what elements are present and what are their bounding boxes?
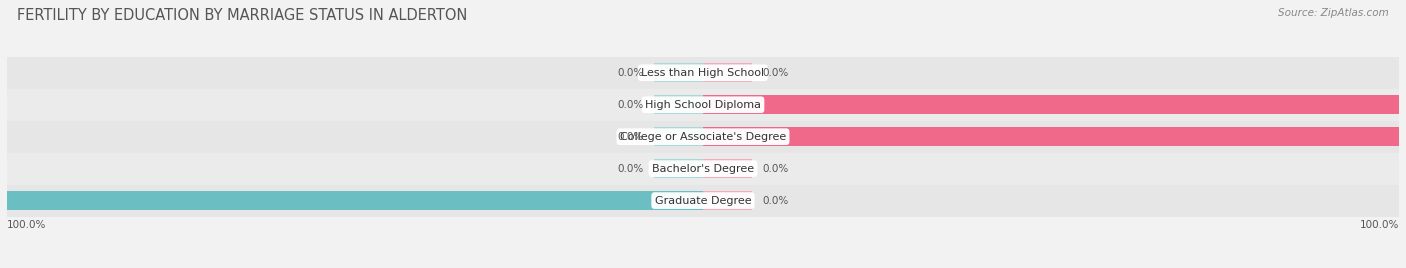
Text: 0.0%: 0.0% <box>762 164 789 174</box>
Bar <box>654 127 703 146</box>
Text: College or Associate's Degree: College or Associate's Degree <box>620 132 786 142</box>
Text: 0.0%: 0.0% <box>617 100 644 110</box>
Text: 0.0%: 0.0% <box>762 196 789 206</box>
Bar <box>7 121 1399 153</box>
Text: Bachelor's Degree: Bachelor's Degree <box>652 164 754 174</box>
Text: 0.0%: 0.0% <box>617 68 644 78</box>
Bar <box>654 159 703 178</box>
Text: 0.0%: 0.0% <box>617 132 644 142</box>
Text: 0.0%: 0.0% <box>617 164 644 174</box>
Text: 100.0%: 100.0% <box>7 220 46 230</box>
Bar <box>654 63 703 82</box>
Bar <box>7 89 1399 121</box>
Bar <box>703 127 1399 146</box>
Bar <box>7 57 1399 89</box>
Text: FERTILITY BY EDUCATION BY MARRIAGE STATUS IN ALDERTON: FERTILITY BY EDUCATION BY MARRIAGE STATU… <box>17 8 467 23</box>
Bar <box>7 185 1399 217</box>
Bar <box>703 63 752 82</box>
Bar <box>7 191 703 210</box>
Bar <box>703 159 752 178</box>
Bar <box>703 95 1399 114</box>
Text: 100.0%: 100.0% <box>1360 220 1399 230</box>
Text: High School Diploma: High School Diploma <box>645 100 761 110</box>
Text: Graduate Degree: Graduate Degree <box>655 196 751 206</box>
Text: 0.0%: 0.0% <box>762 68 789 78</box>
Text: Less than High School: Less than High School <box>641 68 765 78</box>
Bar <box>703 191 752 210</box>
Bar <box>654 95 703 114</box>
Text: Source: ZipAtlas.com: Source: ZipAtlas.com <box>1278 8 1389 18</box>
Bar <box>7 153 1399 185</box>
